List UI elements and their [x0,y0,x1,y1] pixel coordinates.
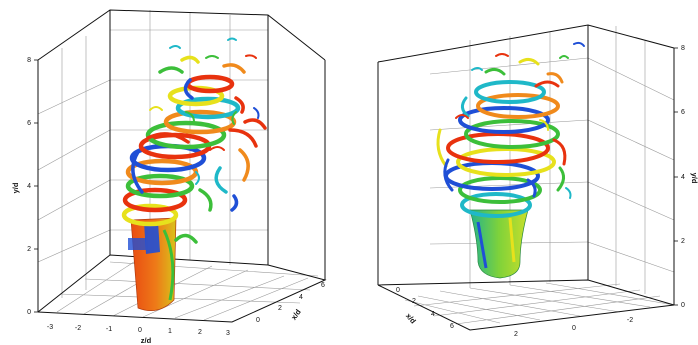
left-x-tick-label: -1 [106,326,112,333]
left-depth-tick-label: 0 [256,317,260,324]
left-x-tick-label: 0 [138,327,142,334]
right-y-tick-label: 4 [681,174,685,181]
right-y-tick-label: 2 [681,238,685,245]
right-y-tick-label: 0 [681,302,685,309]
right-depth-tick-label: 6 [450,323,454,330]
left-x-axis: -3 -2 -1 0 1 2 3 z/d [47,324,230,345]
right-plot-panel: 0 2 4 6 8 y/d 2 0 -2 0 2 4 6 x/d [377,24,698,338]
left-x-tick-label: -3 [47,324,53,331]
right-y-axis-label: y/d [690,173,698,184]
right-y-axis: 0 2 4 6 8 y/d [674,45,698,309]
right-y-tick-label: 8 [681,45,685,52]
right-x-tick-label: 0 [572,325,576,332]
left-x-axis-label: z/d [141,336,152,345]
left-y-tick-label: 0 [27,309,31,316]
right-depth-tick-label: 0 [396,287,400,294]
left-y-tick-label: 2 [27,246,31,253]
right-vortex-structures [436,41,585,279]
right-x-tick-label: 2 [514,331,518,338]
left-y-tick-label: 4 [27,183,31,190]
left-depth-axis-label: x/d [289,307,303,321]
left-y-tick-label: 8 [27,57,31,64]
left-x-tick-label: -2 [75,325,81,332]
right-depth-axis-label: x/d [404,311,418,325]
left-3d-axis-box [37,9,327,323]
left-plot-panel: 0 2 4 6 8 y/d -3 -2 -1 0 1 2 3 z/d 0 2 4… [11,9,327,345]
right-3d-axis-box [377,24,675,331]
right-x-tick-label: -2 [627,317,633,324]
right-y-tick-label: 6 [681,109,685,116]
left-x-tick-label: 3 [226,330,230,337]
left-y-axis-label: y/d [11,182,20,193]
left-depth-tick-label: 4 [299,294,303,301]
right-x-axis: 2 0 -2 [514,317,633,338]
right-depth-tick-label: 4 [431,311,435,318]
left-depth-tick-label: 2 [278,305,282,312]
left-vortex-structures [121,37,267,311]
left-y-tick-label: 6 [27,120,31,127]
left-depth-axis: 0 2 4 6 x/d [256,282,325,324]
left-depth-tick-label: 6 [321,282,325,289]
left-x-tick-label: 1 [168,328,172,335]
left-y-axis: 0 2 4 6 8 y/d [11,57,38,316]
right-depth-tick-label: 2 [412,298,416,305]
left-x-tick-label: 2 [198,329,202,336]
